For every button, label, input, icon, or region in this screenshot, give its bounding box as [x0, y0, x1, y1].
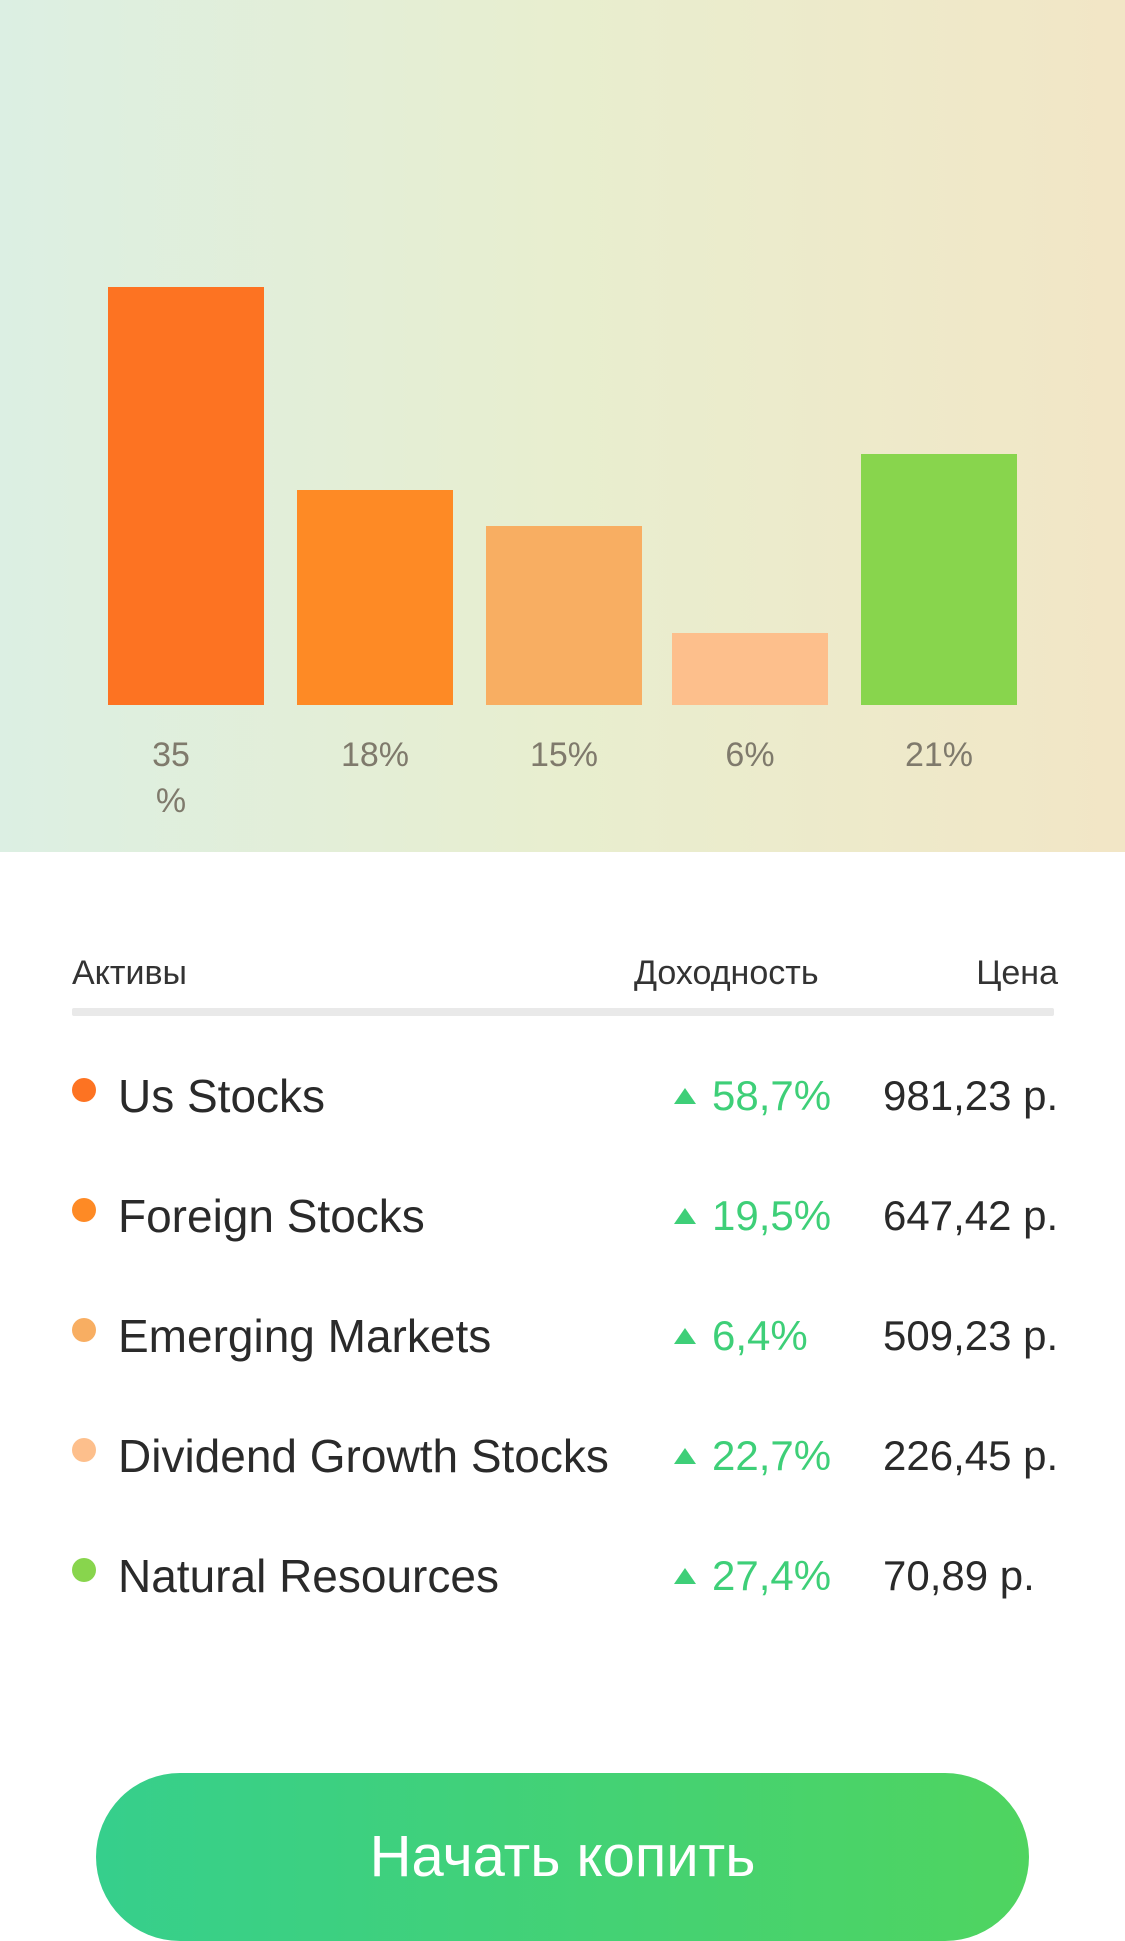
color-dot	[72, 1078, 96, 1102]
bar-foreign-stocks	[297, 489, 453, 705]
asset-price: 647,42 р.	[883, 1192, 1059, 1239]
asset-yield: 27,4%	[712, 1552, 832, 1599]
bar-dividend-growth-stocks	[672, 633, 828, 705]
allocation-chart: 35 % 18% 15% 6% 21%	[0, 0, 1125, 852]
header-price: Цена	[976, 954, 1058, 992]
asset-name: Natural Resources	[118, 1550, 499, 1602]
up-arrow-icon	[674, 1568, 696, 1584]
asset-yield: 19,5%	[712, 1192, 832, 1239]
asset-name: Foreign Stocks	[118, 1190, 425, 1242]
asset-row[interactable]: Dividend Growth Stocks 22,7% 226,45 р.	[0, 1416, 1125, 1496]
asset-name: Emerging Markets	[118, 1310, 492, 1362]
color-dot	[72, 1318, 96, 1342]
asset-row[interactable]: Foreign Stocks 19,5% 647,42 р.	[0, 1176, 1125, 1256]
bar-us-stocks	[108, 286, 264, 705]
up-arrow-icon	[674, 1328, 696, 1344]
asset-name: Dividend Growth Stocks	[118, 1430, 609, 1482]
asset-price: 509,23 р.	[883, 1312, 1059, 1359]
asset-price: 70,89 р.	[883, 1552, 1035, 1599]
asset-row[interactable]: Natural Resources 27,4% 70,89 р.	[0, 1536, 1125, 1616]
header-divider	[72, 1008, 1054, 1016]
header-assets: Активы	[72, 954, 187, 992]
table-header: Активы Доходность Цена	[0, 948, 1125, 998]
bar-label: 6%	[725, 736, 775, 774]
up-arrow-icon	[674, 1448, 696, 1464]
asset-yield: 6,4%	[712, 1312, 808, 1359]
up-arrow-icon	[674, 1088, 696, 1104]
asset-name: Us Stocks	[118, 1070, 326, 1122]
up-arrow-icon	[674, 1208, 696, 1224]
asset-yield: 22,7%	[712, 1432, 832, 1479]
asset-row[interactable]: Us Stocks 58,7% 981,23 р.	[0, 1056, 1125, 1136]
asset-price: 981,23 р.	[883, 1072, 1059, 1119]
bar-label: 18%	[340, 736, 410, 774]
asset-row[interactable]: Emerging Markets 6,4% 509,23 р.	[0, 1296, 1125, 1376]
color-dot	[72, 1558, 96, 1582]
asset-yield: 58,7%	[712, 1072, 832, 1119]
asset-price: 226,45 р.	[883, 1432, 1059, 1479]
bar-label: 21%	[904, 736, 974, 774]
color-dot	[72, 1198, 96, 1222]
color-dot	[72, 1438, 96, 1462]
start-saving-button[interactable]: Начать копить	[96, 1773, 1029, 1941]
bar-label: 35 %	[152, 736, 190, 820]
bar-label: 15%	[529, 736, 599, 774]
bar-natural-resources	[861, 454, 1017, 705]
header-yield: Доходность	[634, 954, 819, 992]
bar-emerging-markets	[486, 525, 642, 705]
